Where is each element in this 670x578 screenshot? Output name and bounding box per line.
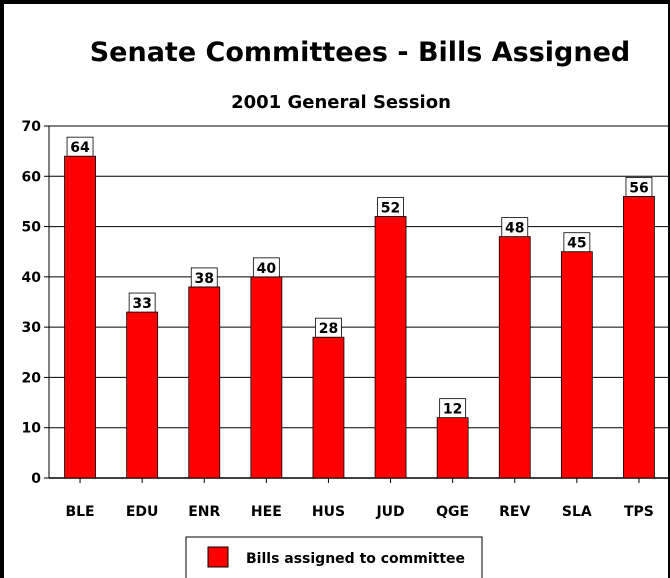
chart-subtitle: 2001 General Session bbox=[231, 92, 451, 113]
chart-title: Senate Committees - Bills Assigned bbox=[90, 37, 631, 68]
x-axis-labels: BLE EDU ENR HEE HUS JUD QGE REV SLA TPS bbox=[65, 504, 653, 520]
data-label: 52 bbox=[381, 201, 400, 217]
x-tick-label: ENR bbox=[188, 504, 220, 520]
legend: Bills assigned to committee bbox=[185, 536, 483, 578]
y-tick-label: 10 bbox=[22, 421, 42, 437]
data-label: 33 bbox=[132, 296, 151, 312]
x-tick-label: EDU bbox=[126, 504, 159, 520]
y-tick-label: 0 bbox=[31, 471, 41, 487]
bar-jud bbox=[374, 216, 407, 479]
data-label: 45 bbox=[567, 236, 586, 252]
bar-ble bbox=[64, 155, 96, 479]
bars bbox=[64, 155, 655, 479]
data-label-box bbox=[377, 197, 404, 217]
x-tick-label: QGE bbox=[436, 504, 469, 520]
data-label-box bbox=[315, 317, 342, 338]
x-tick-label: BLE bbox=[65, 504, 94, 520]
data-label: 40 bbox=[257, 261, 277, 277]
data-label-box bbox=[501, 217, 529, 238]
legend-box bbox=[185, 536, 483, 578]
bar-enr bbox=[188, 286, 221, 479]
x-tick-label: REV bbox=[499, 504, 530, 520]
data-label: 64 bbox=[70, 140, 90, 156]
x-tick-label: SLA bbox=[562, 504, 592, 520]
data-labels: 64 33 38 40 28 52 12 48 45 56 bbox=[66, 136, 653, 419]
y-tick-label: 50 bbox=[22, 220, 42, 236]
bar-hus bbox=[312, 336, 345, 479]
bar-qge bbox=[436, 417, 469, 479]
data-label-box bbox=[439, 398, 467, 419]
y-tick-label: 40 bbox=[22, 270, 42, 286]
bar-rev bbox=[498, 236, 531, 479]
data-label: 12 bbox=[443, 402, 462, 418]
y-tick-label: 60 bbox=[22, 169, 42, 185]
x-tick-label: JUD bbox=[375, 504, 404, 520]
x-tick-label: HEE bbox=[251, 504, 282, 520]
y-tick-label: 20 bbox=[22, 370, 42, 386]
data-label-box bbox=[252, 257, 280, 278]
legend-label: Bills assigned to committee bbox=[246, 551, 465, 567]
x-tick-label: HUS bbox=[312, 504, 345, 520]
y-tick-label: 30 bbox=[22, 320, 42, 336]
x-tick-label: TPS bbox=[624, 504, 654, 520]
legend-swatch bbox=[207, 546, 229, 568]
data-label-box bbox=[563, 232, 591, 253]
bar-tps bbox=[623, 195, 655, 479]
data-label: 28 bbox=[319, 321, 338, 337]
y-axis-ticks: 0 10 20 30 40 50 60 70 bbox=[22, 119, 42, 487]
data-label-box bbox=[128, 292, 156, 313]
data-label: 56 bbox=[629, 180, 648, 196]
data-label: 48 bbox=[505, 221, 524, 237]
bar-hee bbox=[250, 276, 283, 479]
bar-sla bbox=[560, 251, 593, 479]
data-label: 38 bbox=[195, 271, 214, 287]
data-label-box bbox=[66, 136, 94, 157]
y-tick-label: 70 bbox=[22, 119, 42, 135]
bar-edu bbox=[126, 311, 159, 479]
data-label-box bbox=[190, 267, 218, 288]
data-label-box bbox=[625, 176, 653, 197]
